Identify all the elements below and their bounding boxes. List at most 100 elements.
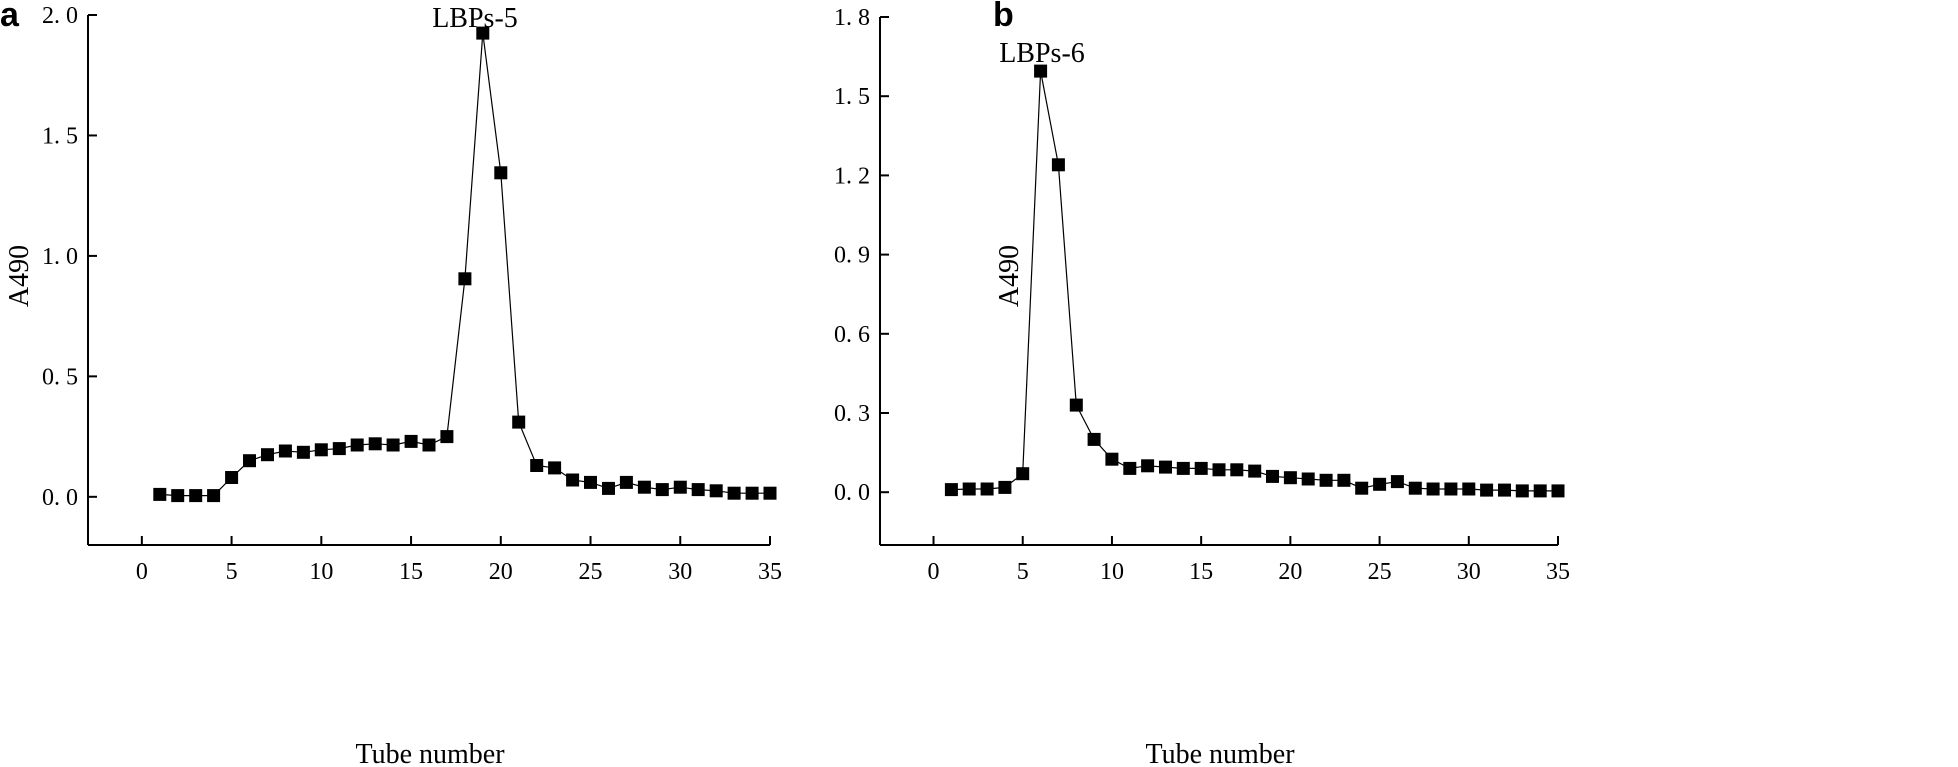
panel-b-series-line (951, 70, 1558, 492)
panel-b-data-point (1105, 452, 1119, 466)
panel-b-y-tick-label: 0. 6 (834, 322, 870, 348)
panel-a-data-point (404, 434, 418, 448)
panel-b-data-point (1230, 463, 1244, 477)
panel-a-data-point (637, 480, 651, 494)
panel-b-data-point (1480, 483, 1494, 497)
panel-a-data-point (386, 438, 400, 452)
panel-b-data-point (1408, 481, 1422, 495)
panel-a-x-tick-label: 30 (668, 559, 692, 585)
panel-b-data-point (1283, 471, 1297, 485)
panel-a-y-tick-label: 0. 5 (42, 364, 78, 390)
panel-a-y-tick-label: 2. 0 (42, 3, 78, 29)
panel-a-data-point (440, 430, 454, 444)
panel-a-data-point (225, 471, 239, 484)
panel-a-x-tick-label: 0 (136, 559, 148, 585)
panel-a-data-point (727, 486, 741, 500)
panel-b-y-tick-label: 0. 9 (834, 243, 870, 269)
panel-b-data-point (980, 482, 994, 496)
panel-b-data-point (1212, 463, 1226, 477)
panel-b-x-tick-label: 10 (1100, 559, 1124, 585)
panel-b: b LBPs-6 A490 Tube number 0. 0 0. 3 0. 6 0.… (834, 0, 1570, 767)
panel-b-data-point (1176, 461, 1190, 475)
panel-a-x-tick-label: 35 (758, 559, 782, 585)
panel-b-x-tick-label: 15 (1189, 559, 1213, 585)
panel-a-data-point (566, 473, 580, 487)
panel-a-data-point (512, 415, 526, 429)
panel-b-data-point (1194, 461, 1208, 475)
panel-a-y-tick-label: 0. 0 (42, 485, 78, 511)
panel-a-data-point (261, 448, 274, 462)
panel-b-data-point (1515, 484, 1529, 498)
panel-b-y-tick-label: 1. 5 (834, 84, 870, 110)
panel-b-y-tick-label: 1. 2 (834, 163, 870, 189)
panel-a-data-point (368, 437, 382, 451)
panel-a-data-point (763, 486, 777, 500)
panel-a: a LBPs-5 A490 Tube number 0. 0 0. 5 1. 0 1.… (0, 0, 782, 767)
panel-b-x-tick-label: 5 (1017, 559, 1029, 585)
panel-b-data-point (1373, 477, 1387, 491)
panel-b-data-point (1301, 472, 1315, 486)
panel-a-data-point (332, 442, 346, 456)
panel-a-x-tick-label: 10 (309, 559, 333, 585)
panel-a-data-point (709, 484, 723, 498)
panel-a-data-point (655, 483, 669, 497)
panel-a-data-point (458, 272, 472, 286)
panel-b-data-point (1337, 473, 1351, 487)
panel-a-data-point (207, 489, 221, 503)
panel-b-letter: b (993, 0, 1014, 34)
panel-b-data-point (1498, 483, 1511, 497)
panel-b-data-point (1087, 432, 1101, 446)
panel-b-x-tick-label: 30 (1457, 559, 1481, 585)
panel-a-data-point (171, 489, 185, 503)
panel-b-data-point (1533, 484, 1547, 498)
panel-b-x-axis-title: Tube number (1145, 739, 1295, 767)
panel-a-x-axis-title: Tube number (355, 739, 505, 767)
panel-b-data-point (1444, 482, 1458, 496)
panel-a-data-point (189, 489, 203, 503)
panel-b-x-tick-label: 35 (1546, 559, 1570, 585)
panel-b-x-tick-label: 25 (1368, 559, 1392, 585)
panel-a-data-point (314, 443, 328, 457)
panel-b-data-point (1069, 398, 1083, 412)
panel-a-x-tick-label: 20 (489, 559, 513, 585)
panel-b-peak-label: LBPs-6 (999, 38, 1085, 69)
panel-b-data-point (1016, 467, 1030, 481)
panel-b-data-point (1034, 64, 1048, 78)
panel-a-y-axis-title: A490 (4, 245, 35, 307)
panel-b-y-tick-label: 0. 0 (834, 480, 870, 506)
panel-b-data-point (944, 483, 958, 497)
panel-b-data-point (1355, 481, 1369, 495)
panel-a-data-point (296, 445, 310, 459)
panel-b-data-point (962, 482, 976, 496)
panel-a-data-point (153, 487, 167, 501)
panel-b-y-axis-title: A490 (994, 245, 1025, 307)
panel-b-data-point (1248, 464, 1262, 478)
panel-b-x-tick-label: 0 (928, 559, 940, 585)
panel-a-y-tick-label: 1. 5 (42, 123, 78, 149)
panel-a-data-point (243, 454, 256, 468)
panel-a-y-tick-label: 1. 0 (42, 244, 78, 270)
panel-a-data-point (602, 481, 615, 495)
panel-a-data-point (691, 483, 705, 497)
panel-a-data-point (422, 438, 436, 452)
panel-b-data-point (1051, 158, 1065, 172)
panel-a-data-point (745, 486, 759, 500)
panel-a-x-tick-label: 5 (226, 559, 238, 585)
panel-a-data-point (619, 475, 633, 489)
panel-a-series-line (159, 33, 770, 497)
panel-a-x-tick-label: 15 (399, 559, 423, 585)
panel-b-data-point (1159, 460, 1172, 474)
panel-b-data-point (1266, 469, 1279, 483)
panel-b-data-point (1123, 461, 1137, 475)
panel-a-data-point (476, 26, 490, 40)
panel-a-data-point (494, 166, 508, 180)
panel-a-data-point (530, 459, 544, 472)
panel-b-data-point (998, 480, 1012, 494)
panel-a-x-tick-label: 25 (579, 559, 603, 585)
panel-a-data-point (584, 475, 597, 489)
panel-a-data-point (278, 444, 292, 458)
panel-b-data-point (1390, 475, 1404, 489)
panel-b-y-tick-label: 1. 8 (834, 5, 870, 31)
panel-a-data-point (548, 461, 562, 475)
